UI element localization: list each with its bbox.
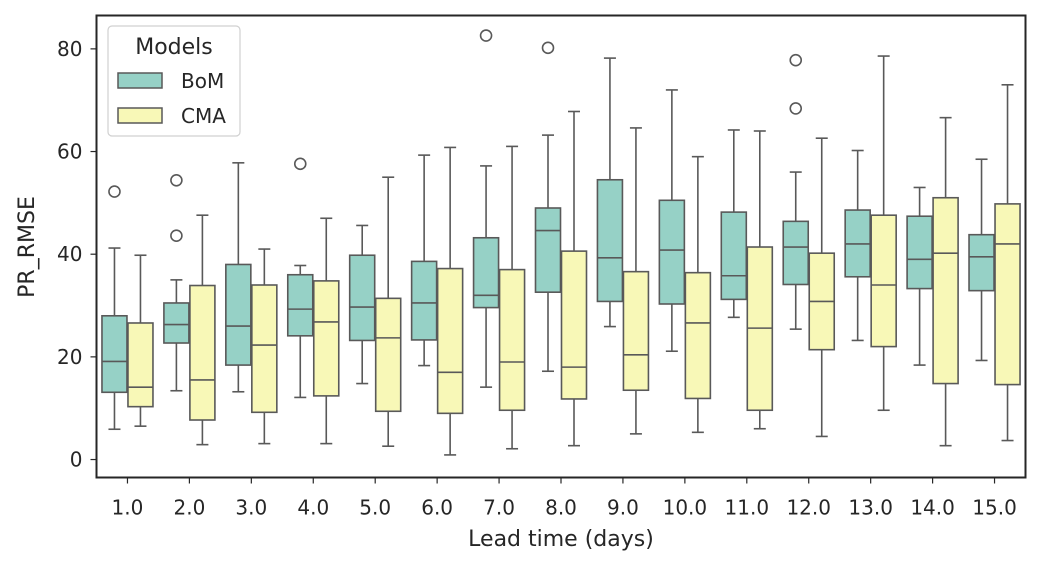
box-iqr: [684, 271, 712, 400]
box-iqr: [225, 263, 252, 366]
box-cma-8.0: [560, 110, 588, 447]
box-cma-10.0: [684, 155, 712, 434]
box-bom-5.0: [348, 224, 376, 385]
legend-title: Models: [135, 35, 213, 60]
box-iqr: [906, 215, 933, 290]
box-iqr: [127, 322, 154, 408]
outlier-point: [108, 185, 121, 198]
box-iqr: [658, 199, 686, 305]
box-iqr: [472, 236, 500, 309]
box-iqr: [720, 211, 748, 301]
box-cma-4.0: [312, 217, 340, 445]
outlier-point: [541, 41, 555, 55]
x-tick-label: 3.0: [235, 496, 267, 520]
box-cma-7.0: [498, 145, 526, 450]
legend-label-bom: BoM: [181, 69, 224, 93]
y-tick-label: 80: [57, 37, 82, 61]
legend-label-cma: CMA: [181, 104, 226, 128]
box-cma-6.0: [436, 146, 464, 456]
x-tick-label: 14.0: [910, 496, 955, 520]
box-iqr: [374, 297, 402, 413]
box-cma-2.0: [189, 214, 216, 446]
x-tick-label: 5.0: [359, 496, 391, 520]
outlier-point: [293, 157, 307, 171]
box-bom-12.0: [782, 53, 810, 330]
box-iqr: [189, 284, 216, 421]
x-tick-label: 13.0: [848, 496, 893, 520]
outlier-point: [789, 53, 803, 67]
box-iqr: [101, 314, 128, 394]
outlier-point: [170, 173, 183, 187]
box-bom-6.0: [410, 154, 438, 367]
x-tick-label: 4.0: [297, 496, 329, 520]
box-cma-11.0: [746, 130, 774, 430]
outlier-point: [170, 229, 183, 243]
box-iqr: [286, 273, 314, 337]
x-tick-label: 11.0: [725, 496, 770, 520]
x-tick-label: 12.0: [786, 496, 831, 520]
box-iqr: [163, 302, 190, 344]
box-iqr: [312, 280, 340, 397]
box-bom-4.0: [286, 157, 314, 399]
box-iqr: [498, 268, 526, 412]
x-tick-label: 1.0: [112, 496, 144, 520]
x-axis-ticks: 1.0 2.0 3.0 4.0 5.0 6.0 7.0 8.0 9.0 10.0 11.0 12.0 1…: [112, 477, 1017, 520]
legend-swatch-bom: [117, 72, 163, 89]
box-bom-11.0: [720, 129, 748, 319]
y-tick-label: 40: [57, 242, 82, 266]
box-iqr: [251, 284, 278, 414]
legend-swatch-cma: [117, 107, 163, 124]
box-bom-10.0: [658, 89, 686, 353]
x-axis-label: Lead time (days): [468, 527, 654, 552]
box-iqr: [436, 267, 464, 415]
outlier-point: [479, 29, 493, 42]
box-bom-13.0: [844, 149, 871, 342]
plot-frame: [95, 14, 1027, 479]
box-cma-5.0: [374, 176, 402, 447]
box-bom-3.0: [225, 162, 252, 393]
box-cma-13.0: [870, 55, 897, 412]
y-tick-label: 60: [57, 140, 82, 164]
x-tick-label: 6.0: [421, 496, 453, 520]
box-iqr: [348, 254, 376, 342]
box-iqr: [932, 196, 959, 385]
box-iqr: [782, 220, 810, 286]
box-iqr: [410, 260, 438, 341]
x-tick-label: 10.0: [663, 496, 708, 520]
box-bom-9.0: [596, 57, 624, 328]
box-cma-9.0: [622, 127, 650, 435]
box-cma-3.0: [251, 248, 278, 445]
y-axis-ticks: 0 20 40 60 80: [57, 37, 97, 472]
boxes-layer: [101, 29, 1021, 456]
box-bom-8.0: [534, 41, 562, 373]
x-tick-label: 8.0: [545, 496, 577, 520]
box-bom-1.0: [101, 185, 128, 431]
box-bom-7.0: [472, 29, 500, 388]
y-tick-label: 20: [57, 345, 82, 369]
box-iqr: [994, 203, 1021, 386]
box-iqr: [560, 250, 588, 400]
box-iqr: [596, 178, 624, 303]
outlier-point: [789, 102, 803, 115]
box-cma-1.0: [127, 254, 154, 427]
box-iqr: [968, 233, 995, 292]
box-cma-12.0: [808, 137, 836, 438]
box-iqr: [534, 207, 562, 293]
y-tick-label: 0: [70, 448, 83, 472]
box-bom-15.0: [968, 158, 995, 362]
box-cma-14.0: [932, 116, 959, 447]
x-tick-label: 7.0: [483, 496, 515, 520]
box-iqr: [622, 270, 650, 392]
x-tick-label: 9.0: [607, 496, 639, 520]
box-cma-15.0: [994, 84, 1021, 442]
box-bom-14.0: [906, 186, 933, 366]
x-tick-label: 2.0: [173, 496, 205, 520]
x-tick-label: 15.0: [972, 496, 1017, 520]
box-bom-2.0: [163, 173, 190, 392]
legend: Models BoM CMA: [107, 25, 241, 137]
box-iqr: [870, 214, 897, 348]
y-axis-label: PR_RMSE: [15, 196, 40, 298]
